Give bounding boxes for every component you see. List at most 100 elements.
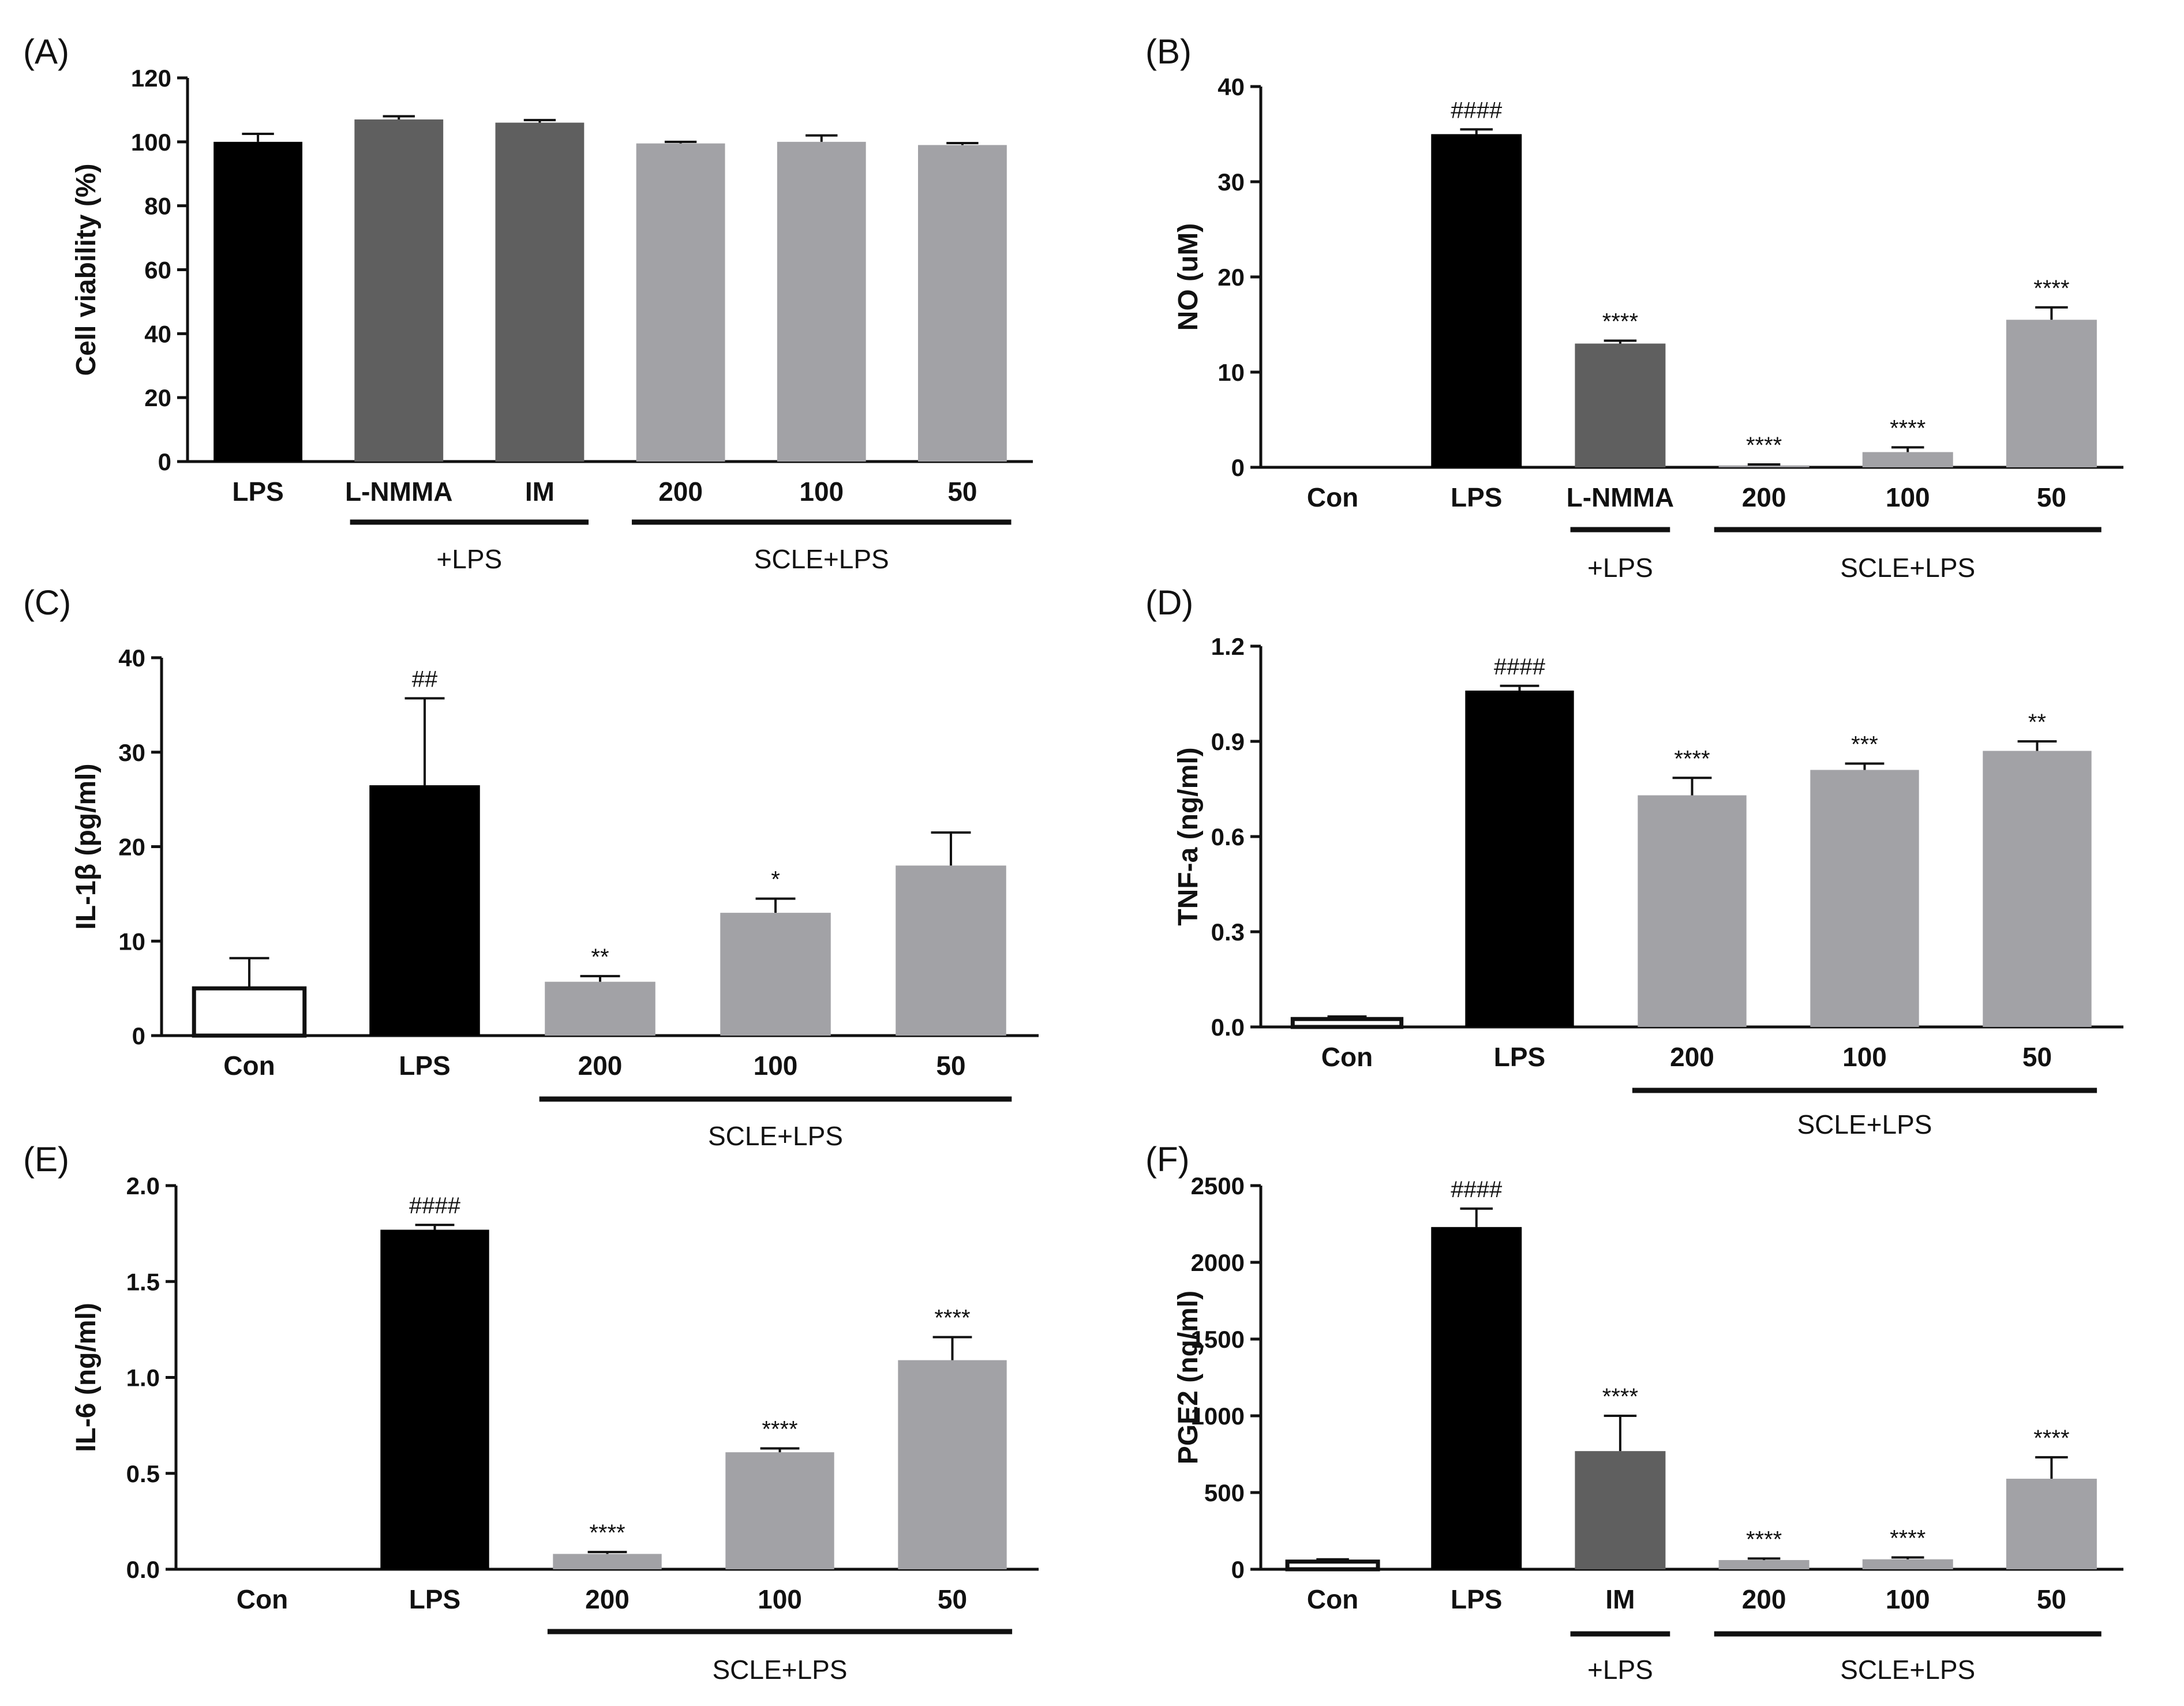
x-tick-label: 50 bbox=[938, 1584, 967, 1614]
x-tick-label: 50 bbox=[947, 477, 977, 507]
y-tick-label: 120 bbox=[131, 65, 171, 92]
panel-label: (D) bbox=[1145, 583, 1193, 622]
bar bbox=[918, 145, 1007, 462]
x-tick-label: 100 bbox=[1886, 482, 1930, 512]
group-label: +LPS bbox=[1587, 553, 1653, 583]
x-tick-label: IM bbox=[525, 477, 555, 507]
x-tick-label: LPS bbox=[409, 1584, 460, 1614]
bar bbox=[2006, 320, 2097, 467]
x-tick-label: LPS bbox=[1451, 1584, 1502, 1614]
bar bbox=[1575, 1451, 1666, 1569]
chart-panel-b: (B) 0 10 20 30 40 NO (uM) Con #### LPS **** L-NMMA *… bbox=[1145, 32, 2123, 583]
group-label: SCLE+LPS bbox=[1797, 1109, 1932, 1139]
y-tick-label: 0 bbox=[132, 1022, 145, 1049]
x-tick-label: Con bbox=[1321, 1042, 1373, 1072]
y-tick-label: 2.0 bbox=[126, 1172, 160, 1199]
significance-label: **** bbox=[2033, 1426, 2069, 1451]
significance-label: #### bbox=[409, 1193, 461, 1218]
x-tick-label: 200 bbox=[585, 1584, 630, 1614]
chart-panel-f: (F) 0 500 1000 1500 2000 2500 PGE2 (ng/ml) Con ##… bbox=[1145, 1140, 2123, 1685]
x-tick-label: 100 bbox=[1886, 1584, 1930, 1614]
bar bbox=[1862, 452, 1953, 467]
x-tick-label: 200 bbox=[1670, 1042, 1714, 1072]
x-tick-label: 50 bbox=[2037, 482, 2066, 512]
x-tick-label: Con bbox=[223, 1051, 275, 1081]
y-tick-label: 0.0 bbox=[126, 1556, 160, 1583]
bar bbox=[1718, 465, 1810, 467]
bar bbox=[777, 141, 866, 462]
bar bbox=[725, 1452, 834, 1569]
y-tick-label: 1.0 bbox=[126, 1364, 160, 1392]
bar bbox=[1431, 134, 1522, 467]
bar bbox=[720, 913, 831, 1036]
bar bbox=[380, 1229, 489, 1569]
y-tick-label: 2000 bbox=[1191, 1249, 1245, 1276]
y-tick-label: 1000 bbox=[1191, 1403, 1245, 1430]
y-tick-label: 1500 bbox=[1191, 1326, 1245, 1353]
significance-label: #### bbox=[1451, 98, 1503, 123]
x-tick-label: Con bbox=[237, 1584, 288, 1614]
x-tick-label: LPS bbox=[399, 1051, 450, 1081]
y-tick-label: 0 bbox=[1231, 454, 1245, 481]
chart-panel-d: (D) 0.0 0.3 0.6 0.9 1.2 TNF-a (ng/ml) Con #### LP… bbox=[1145, 583, 2123, 1139]
y-tick-label: 10 bbox=[1218, 359, 1245, 386]
panel-label: (E) bbox=[23, 1140, 69, 1179]
significance-label: **** bbox=[934, 1306, 970, 1331]
bar bbox=[1575, 343, 1666, 467]
y-tick-label: 60 bbox=[144, 257, 171, 284]
x-tick-label: 200 bbox=[1742, 1584, 1786, 1614]
y-tick-label: 40 bbox=[1218, 73, 1245, 100]
significance-label: * bbox=[771, 867, 780, 893]
bar bbox=[213, 141, 302, 462]
x-tick-label: LPS bbox=[232, 477, 283, 507]
y-tick-label: 80 bbox=[144, 193, 171, 220]
significance-label: **** bbox=[1890, 1526, 1925, 1551]
group-label: SCLE+LPS bbox=[713, 1655, 848, 1685]
significance-label: **** bbox=[1746, 433, 1782, 458]
y-tick-label: 0 bbox=[1231, 1556, 1245, 1583]
group-label: SCLE+LPS bbox=[708, 1121, 843, 1151]
group-label: +LPS bbox=[436, 544, 502, 574]
x-tick-label: LPS bbox=[1494, 1042, 1545, 1072]
y-axis-label: TNF-a (ng/ml) bbox=[1173, 747, 1204, 925]
group-label: SCLE+LPS bbox=[1840, 1655, 1975, 1685]
y-tick-label: 10 bbox=[118, 928, 145, 955]
x-tick-label: 200 bbox=[658, 477, 703, 507]
bar bbox=[495, 122, 585, 462]
bar bbox=[898, 1360, 1007, 1569]
y-tick-label: 20 bbox=[118, 834, 145, 861]
y-axis-label: Cell viability (%) bbox=[71, 163, 102, 376]
bar bbox=[369, 785, 480, 1036]
y-tick-label: 30 bbox=[1218, 168, 1245, 196]
panel-label: (F) bbox=[1145, 1140, 1190, 1179]
y-tick-label: 1.5 bbox=[126, 1268, 160, 1295]
bar bbox=[354, 119, 444, 462]
y-tick-label: 500 bbox=[1204, 1479, 1245, 1506]
significance-label: **** bbox=[762, 1417, 797, 1442]
bar bbox=[192, 986, 307, 1038]
y-tick-label: 0.5 bbox=[126, 1460, 160, 1487]
panel-label: (C) bbox=[23, 583, 71, 622]
y-tick-label: 0.3 bbox=[1211, 918, 1245, 946]
y-tick-label: 1.2 bbox=[1211, 633, 1245, 660]
x-tick-label: LPS bbox=[1451, 482, 1502, 512]
significance-label: **** bbox=[1602, 1384, 1638, 1409]
x-tick-label: 100 bbox=[799, 477, 844, 507]
group-label: SCLE+LPS bbox=[1840, 553, 1975, 583]
x-tick-label: IM bbox=[1605, 1584, 1635, 1614]
y-axis-label: IL-1β (pg/ml) bbox=[71, 764, 102, 930]
bar bbox=[1983, 751, 2092, 1027]
x-tick-label: L-NMMA bbox=[345, 477, 453, 507]
significance-label: **** bbox=[1890, 415, 1925, 441]
bar bbox=[1431, 1227, 1522, 1569]
x-tick-label: 200 bbox=[578, 1051, 623, 1081]
significance-label: **** bbox=[1746, 1527, 1782, 1552]
significance-label: **** bbox=[589, 1520, 625, 1546]
panel-label: (A) bbox=[23, 32, 69, 71]
y-tick-label: 0.6 bbox=[1211, 823, 1245, 850]
x-tick-label: 100 bbox=[754, 1051, 798, 1081]
y-tick-label: 30 bbox=[118, 739, 145, 766]
chart-panel-a: (A) 0 20 40 60 80 100 120 Cell viability (%) LPS L… bbox=[23, 32, 1033, 574]
y-tick-label: 0.0 bbox=[1211, 1014, 1245, 1041]
y-tick-label: 100 bbox=[131, 129, 171, 156]
